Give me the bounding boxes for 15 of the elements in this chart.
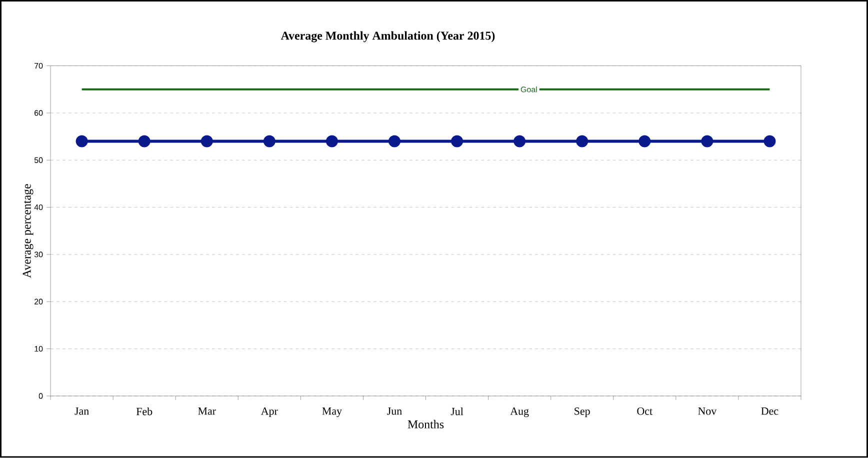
x-tick-label: Jul — [450, 408, 464, 416]
x-tick-label: Sep — [574, 408, 590, 418]
x-tick-label: Oct — [637, 408, 652, 415]
chart-title: Average Monthly Ambulation (Year 2015) — [280, 31, 495, 42]
x-tick-label: Jun — [387, 408, 402, 415]
y-axis-title: Average percentage — [22, 184, 34, 278]
x-tick-label: Feb — [136, 408, 152, 416]
x-tick-label: Mar — [198, 408, 216, 415]
x-tick-label: Aug — [510, 408, 529, 418]
x-axis-title: Months — [408, 420, 444, 428]
x-tick-label: Dec — [761, 408, 778, 415]
x-tick-label: Nov — [698, 408, 717, 415]
x-tick-label: Apr — [260, 408, 278, 418]
x-tick-label: Jan — [74, 408, 89, 415]
x-tick-label: May — [322, 408, 342, 418]
